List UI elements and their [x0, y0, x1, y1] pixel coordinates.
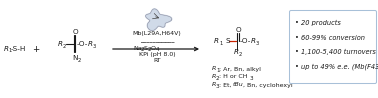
Text: 4: 4	[155, 47, 159, 52]
Text: : H or CH: : H or CH	[219, 74, 248, 79]
Text: N: N	[73, 55, 78, 61]
Text: O: O	[151, 45, 156, 50]
Text: • up to 49% e.e. (Mb(F43V)): • up to 49% e.e. (Mb(F43V))	[295, 63, 378, 70]
Text: R: R	[4, 46, 9, 52]
Text: R: R	[212, 83, 216, 88]
Polygon shape	[146, 9, 172, 31]
Text: 3: 3	[250, 76, 254, 81]
Text: S: S	[144, 45, 147, 50]
Text: tBu: tBu	[233, 83, 244, 88]
Text: 3: 3	[93, 44, 96, 49]
Text: R: R	[212, 74, 216, 79]
Text: +: +	[33, 44, 40, 54]
Text: 2: 2	[77, 58, 81, 63]
Text: R: R	[251, 38, 256, 44]
Text: 2: 2	[148, 47, 152, 52]
Text: S: S	[225, 38, 229, 44]
Text: , Bn, cyclohexyl: , Bn, cyclohexyl	[243, 83, 293, 88]
Text: -O-: -O-	[77, 41, 88, 47]
Text: Mb(L29A,H64V): Mb(L29A,H64V)	[133, 30, 181, 35]
Text: 1: 1	[219, 40, 222, 45]
Text: R: R	[212, 67, 216, 72]
Text: R: R	[58, 41, 63, 47]
Text: -O-: -O-	[240, 38, 251, 44]
Text: -S-H: -S-H	[11, 46, 26, 52]
Text: : Et,: : Et,	[219, 83, 234, 88]
Text: R: R	[88, 41, 93, 47]
Text: R: R	[214, 38, 219, 44]
Text: • 1,100-5,400 turnovers: • 1,100-5,400 turnovers	[295, 49, 376, 55]
Text: 1: 1	[216, 68, 220, 73]
Text: R: R	[234, 49, 239, 55]
Text: RT: RT	[153, 58, 161, 63]
Text: 2: 2	[141, 47, 144, 52]
Text: 2: 2	[239, 52, 242, 57]
Text: 1: 1	[8, 48, 12, 53]
Text: KPi (pH 8.0): KPi (pH 8.0)	[139, 52, 175, 57]
Text: • 20 products: • 20 products	[295, 20, 341, 26]
Text: • 60-99% conversion: • 60-99% conversion	[295, 34, 365, 40]
Text: : Ar, Bn, alkyl: : Ar, Bn, alkyl	[219, 67, 261, 72]
Text: 2: 2	[216, 76, 220, 81]
Text: O: O	[73, 29, 78, 35]
Text: 3: 3	[216, 84, 220, 89]
Text: O: O	[235, 27, 241, 33]
Text: 2: 2	[63, 44, 67, 49]
Text: Na: Na	[133, 45, 142, 50]
FancyBboxPatch shape	[290, 10, 376, 83]
Text: ───────────: ───────────	[140, 39, 174, 44]
Text: 3: 3	[256, 40, 259, 45]
